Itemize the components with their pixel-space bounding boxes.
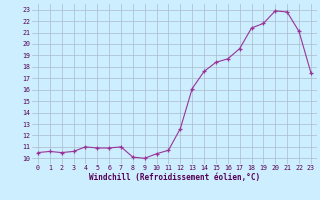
X-axis label: Windchill (Refroidissement éolien,°C): Windchill (Refroidissement éolien,°C) — [89, 173, 260, 182]
